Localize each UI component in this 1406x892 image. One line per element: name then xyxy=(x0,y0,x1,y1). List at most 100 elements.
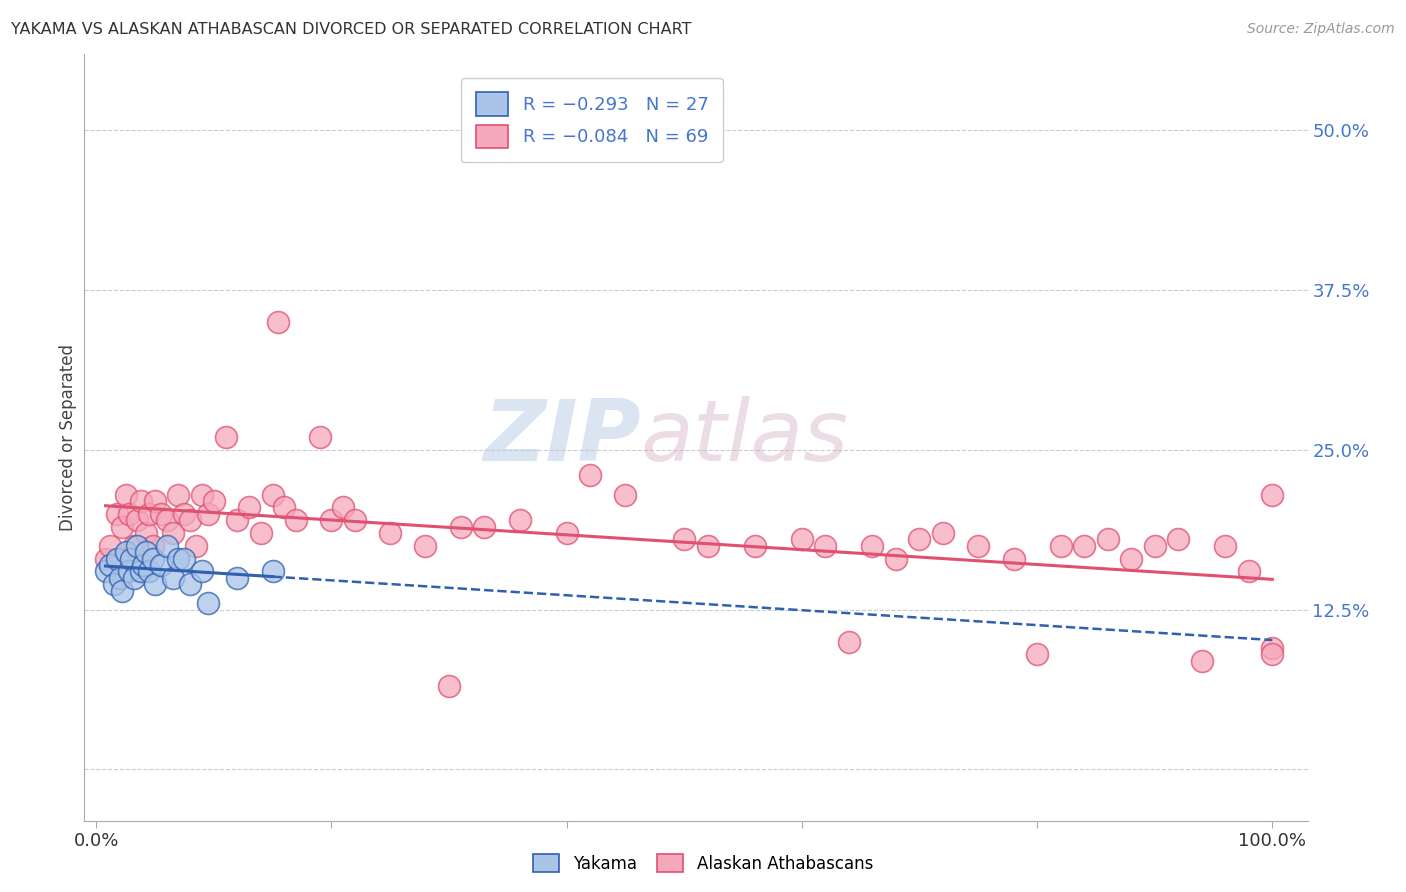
Point xyxy=(105,507,128,521)
Legend: R = −0.293   N = 27, R = −0.084   N = 69: R = −0.293 N = 27, R = −0.084 N = 69 xyxy=(461,78,723,162)
Point xyxy=(1191,654,1213,668)
Point xyxy=(790,533,813,547)
Point xyxy=(249,526,271,541)
Point xyxy=(122,539,145,553)
Point xyxy=(262,565,284,579)
Point xyxy=(98,539,121,553)
Point xyxy=(226,513,249,527)
Point xyxy=(614,488,637,502)
Point xyxy=(108,571,131,585)
Point xyxy=(114,488,136,502)
Point xyxy=(226,571,249,585)
Point xyxy=(162,526,184,541)
Point xyxy=(129,565,152,579)
Point xyxy=(127,539,149,553)
Point xyxy=(332,500,354,515)
Point xyxy=(267,315,290,329)
Point xyxy=(167,551,190,566)
Point xyxy=(98,558,121,572)
Point xyxy=(273,500,295,515)
Point xyxy=(579,468,602,483)
Point xyxy=(149,507,172,521)
Point xyxy=(179,577,201,591)
Point xyxy=(105,551,128,566)
Point xyxy=(509,513,531,527)
Point xyxy=(167,488,190,502)
Point xyxy=(343,513,366,527)
Point xyxy=(1073,539,1095,553)
Text: ZIP: ZIP xyxy=(484,395,641,479)
Point xyxy=(118,507,141,521)
Legend: Yakama, Alaskan Athabascans: Yakama, Alaskan Athabascans xyxy=(526,847,880,880)
Point xyxy=(173,551,195,566)
Point xyxy=(472,519,495,533)
Point xyxy=(135,526,157,541)
Point xyxy=(114,545,136,559)
Point xyxy=(908,533,931,547)
Point xyxy=(1143,539,1166,553)
Point xyxy=(179,513,201,527)
Point xyxy=(132,558,155,572)
Point xyxy=(308,430,330,444)
Point xyxy=(142,539,165,553)
Point xyxy=(197,596,219,610)
Point xyxy=(191,565,214,579)
Point xyxy=(814,539,837,553)
Point xyxy=(143,577,166,591)
Point xyxy=(162,571,184,585)
Point xyxy=(202,494,225,508)
Text: YAKAMA VS ALASKAN ATHABASCAN DIVORCED OR SEPARATED CORRELATION CHART: YAKAMA VS ALASKAN ATHABASCAN DIVORCED OR… xyxy=(11,22,692,37)
Point xyxy=(214,430,236,444)
Point xyxy=(285,513,308,527)
Point xyxy=(932,526,955,541)
Point xyxy=(103,577,125,591)
Point xyxy=(1097,533,1119,547)
Y-axis label: Divorced or Separated: Divorced or Separated xyxy=(59,343,77,531)
Point xyxy=(450,519,472,533)
Point xyxy=(135,545,157,559)
Point xyxy=(111,583,134,598)
Point xyxy=(122,571,145,585)
Point xyxy=(184,539,207,553)
Point xyxy=(111,519,134,533)
Point xyxy=(1121,551,1143,566)
Point xyxy=(127,513,149,527)
Point xyxy=(1261,648,1284,662)
Point xyxy=(143,494,166,508)
Point xyxy=(744,539,766,553)
Point xyxy=(142,551,165,566)
Point xyxy=(673,533,696,547)
Point xyxy=(191,488,214,502)
Point xyxy=(94,565,117,579)
Point xyxy=(380,526,402,541)
Text: Source: ZipAtlas.com: Source: ZipAtlas.com xyxy=(1247,22,1395,37)
Point xyxy=(94,551,117,566)
Point xyxy=(1261,488,1284,502)
Point xyxy=(437,680,460,694)
Point xyxy=(156,513,179,527)
Point xyxy=(1026,648,1049,662)
Point xyxy=(173,507,195,521)
Point xyxy=(1002,551,1025,566)
Point xyxy=(555,526,578,541)
Point xyxy=(262,488,284,502)
Point xyxy=(238,500,260,515)
Point xyxy=(118,565,141,579)
Point xyxy=(149,558,172,572)
Point xyxy=(415,539,437,553)
Point xyxy=(1237,565,1260,579)
Point xyxy=(860,539,883,553)
Point xyxy=(1049,539,1071,553)
Point xyxy=(321,513,343,527)
Point xyxy=(1167,533,1189,547)
Point xyxy=(1213,539,1236,553)
Text: atlas: atlas xyxy=(641,395,849,479)
Point xyxy=(197,507,219,521)
Point xyxy=(696,539,718,553)
Point xyxy=(138,565,160,579)
Point xyxy=(838,634,860,648)
Point xyxy=(156,539,179,553)
Point xyxy=(138,507,160,521)
Point xyxy=(129,494,152,508)
Point xyxy=(967,539,990,553)
